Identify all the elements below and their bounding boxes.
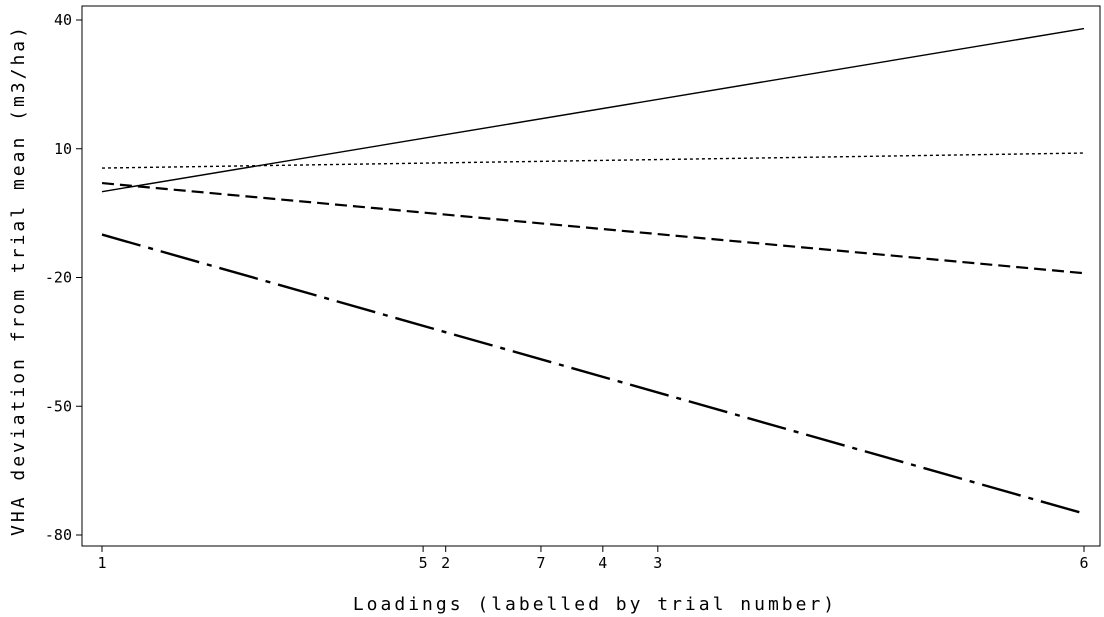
y-axis-ticks: 40 10 -20 -50 -80 [45, 11, 82, 544]
series-line-dashed [101, 181, 1085, 275]
x-tick-label: 1 [97, 554, 106, 572]
y-tick-label: -80 [45, 526, 72, 544]
x-tick-label: 6 [1079, 554, 1088, 572]
x-tick-label: 5 [419, 554, 428, 572]
y-axis-title: VHA deviation from trial mean (m3/ha) [8, 24, 29, 536]
y-tick-label: -50 [45, 397, 72, 415]
x-tick-label: 3 [653, 554, 662, 572]
x-tick-label: 7 [536, 554, 545, 572]
plot-frame [81, 5, 1101, 547]
y-tick-label: -20 [45, 269, 72, 287]
series-line-dotted [101, 152, 1085, 169]
series-line-dash-dot [101, 233, 1085, 515]
y-tick-label: 10 [54, 140, 72, 158]
x-axis-title: Loadings (labelled by trial number) [353, 594, 837, 615]
plot-border [81, 5, 1101, 547]
series-layer [101, 27, 1085, 515]
x-tick-label: 4 [598, 554, 607, 572]
y-tick-label: 40 [54, 11, 72, 29]
series-line-solid [101, 27, 1085, 193]
x-tick-label: 2 [441, 554, 450, 572]
